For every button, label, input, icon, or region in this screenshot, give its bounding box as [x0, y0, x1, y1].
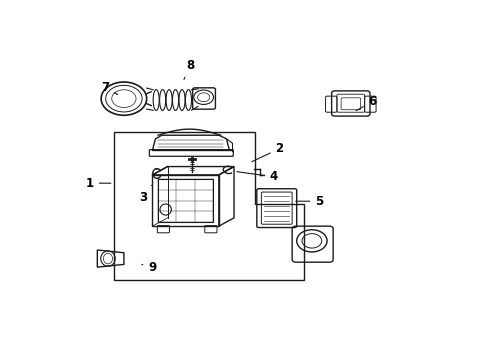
- Text: 6: 6: [356, 95, 377, 111]
- Text: 5: 5: [295, 195, 323, 208]
- Text: 9: 9: [142, 261, 156, 274]
- Text: 2: 2: [252, 142, 284, 162]
- Text: 8: 8: [184, 59, 195, 80]
- Text: 3: 3: [139, 185, 151, 203]
- Text: 4: 4: [237, 170, 278, 183]
- Text: 1: 1: [86, 177, 111, 190]
- Text: 7: 7: [101, 81, 118, 95]
